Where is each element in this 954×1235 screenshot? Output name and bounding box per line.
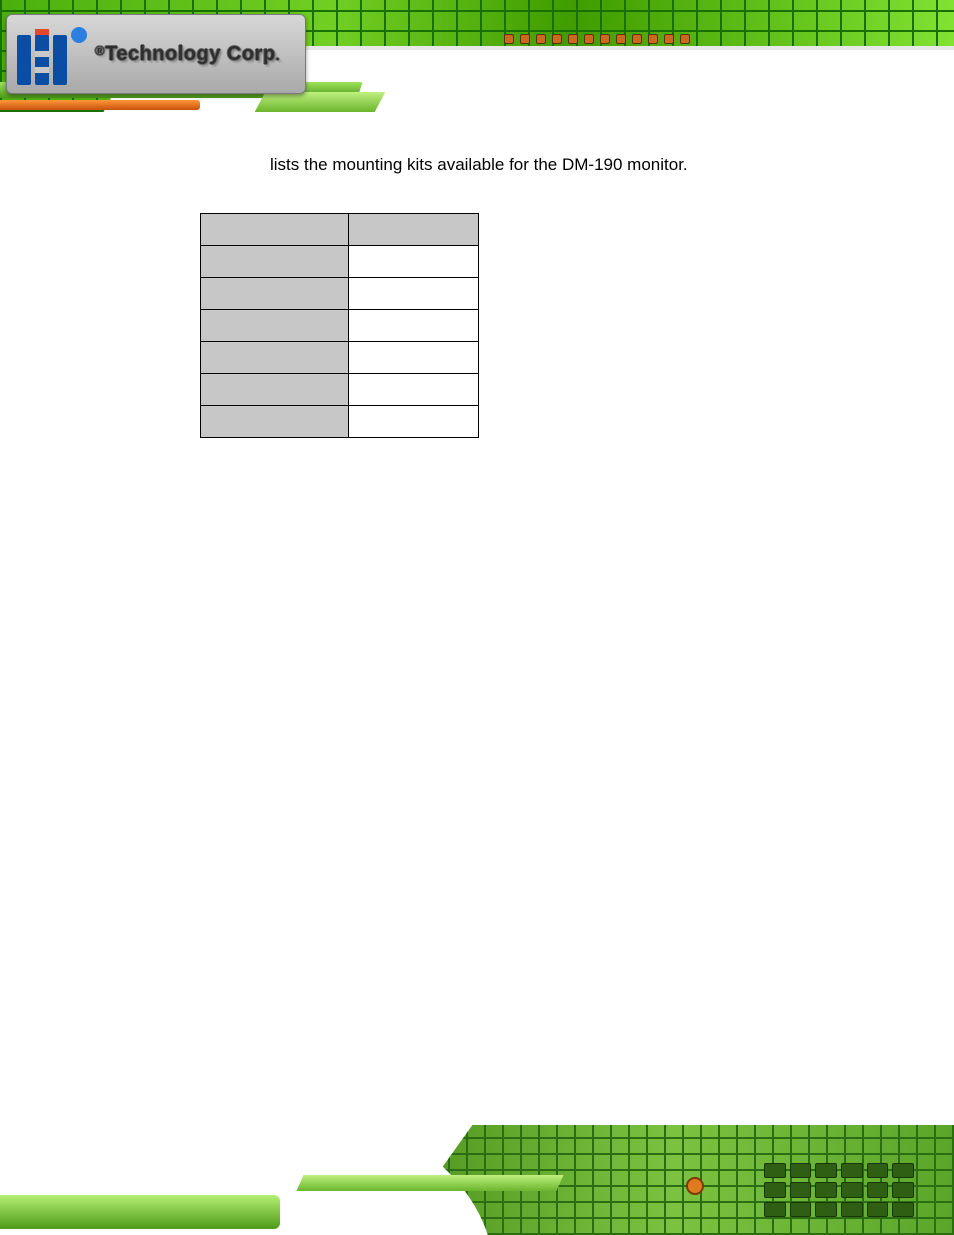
table-cell-value: [349, 342, 479, 374]
table-cell-value: [349, 374, 479, 406]
footer-stripe-mid: [296, 1175, 563, 1191]
table-cell-label: [201, 406, 349, 438]
table-cell-value: [349, 246, 479, 278]
logo-bar: [17, 35, 31, 85]
table-row: [201, 342, 479, 374]
table-header-row: [201, 214, 479, 246]
brand-trailing-dot: .: [276, 47, 280, 63]
table-cell-value: [349, 310, 479, 342]
table-cell-value: [349, 278, 479, 310]
header-banner: ®Technology Corp.: [0, 0, 954, 112]
table-row: [201, 406, 479, 438]
swoosh-green-small: [255, 92, 386, 112]
table-header-cell: [349, 214, 479, 246]
brand-name: Technology Corp: [105, 43, 275, 65]
logo-bar: [35, 35, 49, 85]
brand-text: ®Technology Corp.: [95, 43, 280, 66]
table-row: [201, 246, 479, 278]
table-cell-label: [201, 278, 349, 310]
intro-paragraph: lists the mounting kits available for th…: [270, 155, 954, 175]
footer-banner: [0, 1105, 954, 1235]
logo-blue-dot: [71, 27, 87, 43]
table-row: [201, 310, 479, 342]
table-cell-label: [201, 342, 349, 374]
iei-logo: [17, 23, 89, 85]
table-header-cell: [201, 214, 349, 246]
chipset-decor: [764, 1163, 914, 1217]
table-cell-label: [201, 374, 349, 406]
mounting-kits-table: [200, 213, 479, 438]
registered-mark: ®: [95, 43, 105, 58]
footer-orange-dot: [686, 1177, 704, 1195]
swoosh-orange: [0, 100, 200, 110]
table-row: [201, 374, 479, 406]
table-cell-label: [201, 310, 349, 342]
table-cell-label: [201, 246, 349, 278]
brand-plate: ®Technology Corp.: [6, 14, 306, 94]
table-row: [201, 278, 479, 310]
logo-bar: [53, 35, 67, 85]
page-content: lists the mounting kits available for th…: [0, 155, 954, 438]
footer-stripe-left: [0, 1195, 280, 1229]
table-cell-value: [349, 406, 479, 438]
